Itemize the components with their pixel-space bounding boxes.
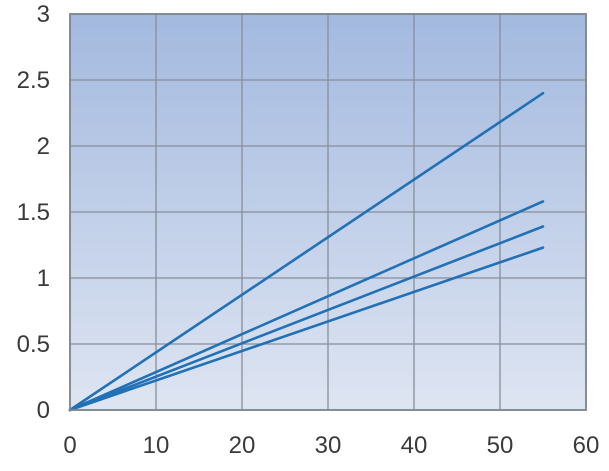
- series-line: [68, 225, 545, 412]
- y-tick-label: 3: [37, 1, 50, 28]
- x-tick-label: 60: [573, 432, 600, 459]
- y-tick-label: 2: [37, 133, 50, 160]
- y-tick-label: 2.5: [17, 67, 50, 94]
- series-line: [68, 200, 545, 412]
- y-tick-label: 1.5: [17, 199, 50, 226]
- series-line: [68, 246, 545, 412]
- plot-border: [69, 13, 587, 411]
- y-tick-label: 0.5: [17, 331, 50, 358]
- x-tick-label: 50: [487, 432, 514, 459]
- x-tick-label: 10: [143, 432, 170, 459]
- y-tick-label: 1: [37, 265, 50, 292]
- y-tick-label: 0: [37, 397, 50, 424]
- x-tick-label: 40: [401, 432, 428, 459]
- x-tick-label: 20: [229, 432, 256, 459]
- series-line: [68, 91, 545, 412]
- x-tick-label: 0: [63, 432, 76, 459]
- x-tick-label: 30: [315, 432, 342, 459]
